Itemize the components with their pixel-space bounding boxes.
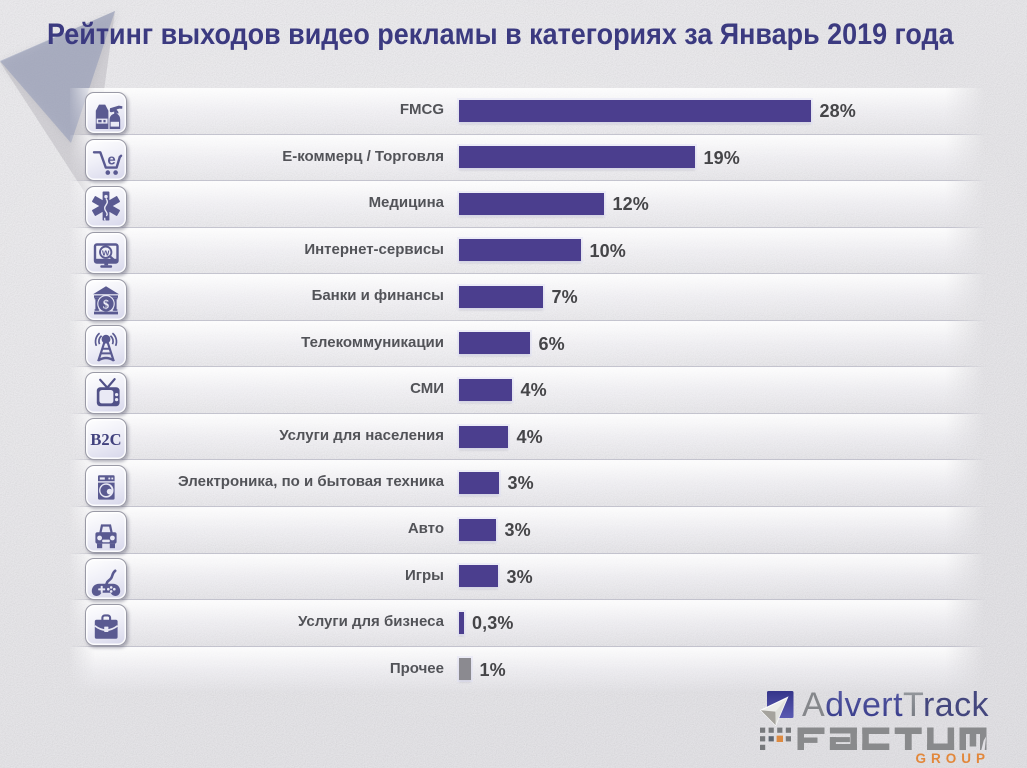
svg-text:e: e: [107, 151, 115, 168]
svg-text:AdvertTrack: AdvertTrack: [802, 686, 990, 724]
svg-text:GROUP: GROUP: [915, 751, 990, 766]
svg-text:$: $: [102, 297, 108, 311]
svg-text:B2C: B2C: [90, 429, 121, 448]
svg-text:w: w: [101, 247, 110, 258]
